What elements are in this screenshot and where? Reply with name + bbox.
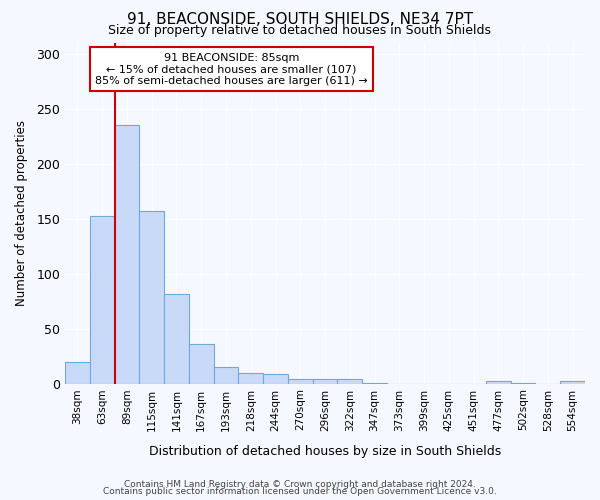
Text: Contains public sector information licensed under the Open Government Licence v3: Contains public sector information licen… xyxy=(103,488,497,496)
Bar xyxy=(288,379,313,384)
Text: 91, BEACONSIDE, SOUTH SHIELDS, NE34 7PT: 91, BEACONSIDE, SOUTH SHIELDS, NE34 7PT xyxy=(127,12,473,28)
Bar xyxy=(362,382,387,384)
Text: Size of property relative to detached houses in South Shields: Size of property relative to detached ho… xyxy=(109,24,491,37)
Text: Contains HM Land Registry data © Crown copyright and database right 2024.: Contains HM Land Registry data © Crown c… xyxy=(124,480,476,489)
Bar xyxy=(238,372,263,384)
Bar xyxy=(164,294,189,384)
Bar xyxy=(560,382,585,384)
Bar xyxy=(115,125,139,384)
Bar xyxy=(189,344,214,384)
Bar xyxy=(90,216,115,384)
Bar xyxy=(337,379,362,384)
Bar xyxy=(486,382,511,384)
Bar xyxy=(65,362,90,384)
Bar xyxy=(214,367,238,384)
Y-axis label: Number of detached properties: Number of detached properties xyxy=(15,120,28,306)
Bar xyxy=(313,379,337,384)
Text: 91 BEACONSIDE: 85sqm
← 15% of detached houses are smaller (107)
85% of semi-deta: 91 BEACONSIDE: 85sqm ← 15% of detached h… xyxy=(95,52,368,86)
Bar xyxy=(511,382,535,384)
X-axis label: Distribution of detached houses by size in South Shields: Distribution of detached houses by size … xyxy=(149,444,501,458)
Bar xyxy=(263,374,288,384)
Bar xyxy=(139,211,164,384)
